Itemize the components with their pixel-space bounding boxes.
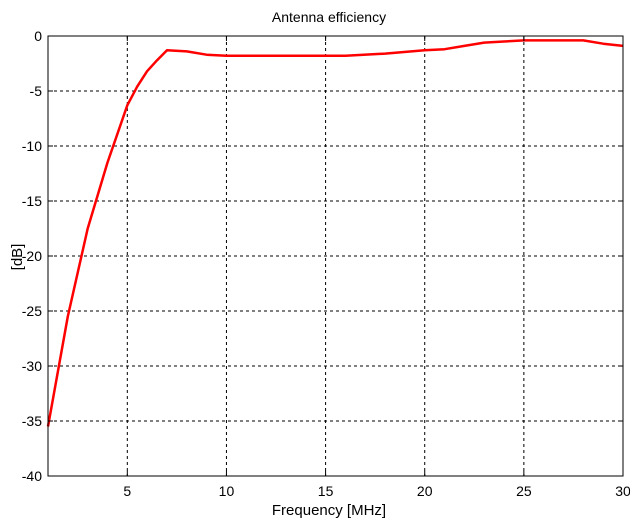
grid-lines (48, 36, 623, 476)
x-tick-label: 20 (417, 483, 433, 499)
x-tick-label: 5 (123, 483, 131, 499)
axis-ticks: 5 10 15 20 25 30 0 -5 -10 -15 -20 -25 -30 -35 -40 (22, 28, 630, 499)
y-axis-label: [dB] (9, 244, 26, 271)
series-group (46, 39, 624, 427)
x-tick-label: 25 (516, 483, 532, 499)
y-tick-label: -25 (22, 303, 42, 319)
plot-area (48, 36, 623, 476)
x-tick-label: 10 (219, 483, 235, 499)
y-tick-label: -30 (22, 358, 42, 374)
x-axis-label: Frequency [MHz] (272, 502, 386, 519)
chart-title: Antenna efficiency (272, 9, 386, 25)
x-tick-label: 30 (615, 483, 630, 499)
y-tick-label: 0 (34, 28, 42, 44)
y-tick-label: -5 (30, 83, 43, 99)
y-tick-label: -20 (22, 248, 42, 264)
x-tick-label: 15 (318, 483, 334, 499)
efficiency-line (46, 39, 624, 427)
y-tick-label: -40 (22, 468, 42, 484)
y-tick-label: -10 (22, 138, 42, 154)
y-tick-label: -35 (22, 413, 42, 429)
y-tick-label: -15 (22, 193, 42, 209)
